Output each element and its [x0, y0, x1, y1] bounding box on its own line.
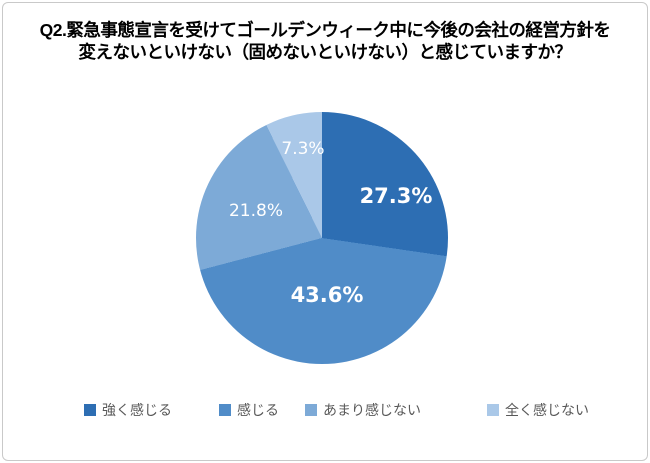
legend-label-strongly-feel: 強く感じる — [102, 402, 172, 418]
legend-label-not-at-all: 全く感じない — [505, 402, 589, 418]
legend-swatch-not-much — [305, 404, 317, 416]
legend-swatch-not-at-all — [487, 404, 499, 416]
legend-swatch-strongly-feel — [84, 404, 96, 416]
pie-slice-label-strongly-feel: 27.3% — [359, 184, 433, 208]
legend-label-feel: 感じる — [237, 402, 279, 418]
pie-chart — [196, 112, 448, 364]
pie-slice-label-not-at-all: 7.3% — [281, 139, 325, 159]
pie-slice-label-feel: 43.6% — [290, 283, 364, 307]
chart-title-line1: Q2.緊急事態宣言を受けてゴールデンウィーク中に今後の会社の経営方針を — [39, 20, 611, 40]
chart-title-line2: 変えないといけない（固めないといけない）と感じていますか？ — [78, 42, 573, 62]
legend-item-not-at-all: 全く感じない — [487, 402, 589, 418]
legend-label-not-much: あまり感じない — [323, 402, 421, 418]
legend-item-not-much: あまり感じない — [305, 402, 421, 418]
pie-slice-label-not-much: 21.8% — [228, 201, 284, 221]
legend-item-feel: 感じる — [219, 402, 279, 418]
chart-title: Q2.緊急事態宣言を受けてゴールデンウィーク中に今後の会社の経営方針を 変えない… — [10, 19, 640, 63]
legend-swatch-feel — [219, 404, 231, 416]
legend-item-strongly-feel: 強く感じる — [84, 402, 172, 418]
